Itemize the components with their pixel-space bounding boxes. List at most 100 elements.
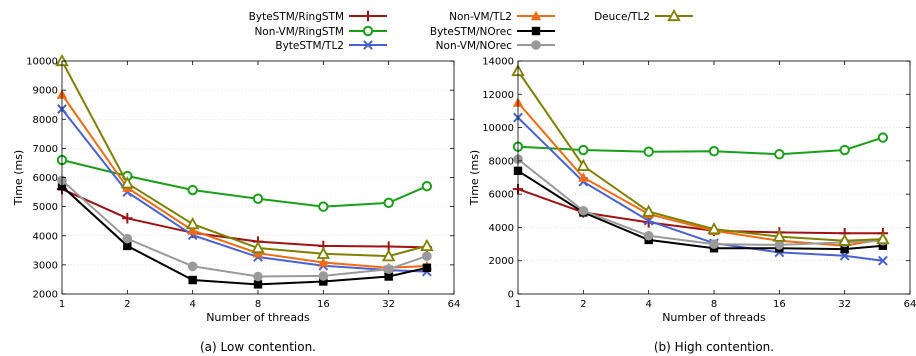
legend-marker bbox=[363, 11, 373, 21]
series-non-vm-norec bbox=[57, 176, 431, 282]
x-tick-label: 16 bbox=[773, 299, 786, 310]
x-tick-label: 64 bbox=[448, 299, 461, 310]
data-point bbox=[254, 195, 262, 203]
y-tick-label: 7000 bbox=[33, 144, 58, 155]
y-tick-label: 0 bbox=[508, 290, 514, 301]
x-tick-label: 32 bbox=[838, 299, 851, 310]
y-tick-label: 6000 bbox=[489, 190, 514, 201]
data-point bbox=[384, 199, 392, 207]
series-line bbox=[62, 160, 427, 207]
series-line bbox=[62, 180, 427, 276]
chart-low-contention: 2000 3000 4000 5000 6000 7000 8000 9000 10000 1 2 4… bbox=[12, 56, 460, 354]
data-point bbox=[422, 251, 432, 261]
y-tick-label: 3000 bbox=[33, 260, 58, 271]
legend-label: ByteSTM/RingSTM bbox=[249, 11, 344, 23]
x-tick-label: 1 bbox=[59, 299, 65, 310]
plot-frame bbox=[518, 61, 910, 294]
series-bytestm-norec bbox=[58, 182, 431, 289]
y-axis-label: Time (ms) bbox=[468, 150, 481, 206]
y-tick-label: 6000 bbox=[33, 173, 58, 184]
series-deuce-tl2 bbox=[513, 66, 888, 245]
data-point bbox=[422, 241, 432, 250]
y-tick-label: 5000 bbox=[33, 202, 58, 213]
legend-item-deuce-tl2: Deuce/TL2 bbox=[594, 11, 693, 23]
x-tick-label: 4 bbox=[645, 299, 651, 310]
x-axis-label: Number of threads bbox=[662, 311, 766, 324]
data-point bbox=[188, 276, 196, 284]
legend-item-bytestm-tl2: ByteSTM/TL2 bbox=[275, 40, 387, 52]
data-point bbox=[188, 262, 198, 272]
data-point bbox=[253, 272, 263, 282]
series-deuce-tl2 bbox=[57, 56, 432, 261]
chart-high-contention: 0 2000 4000 6000 8000 10000 12000 14000 1 2 4 8 16 32… bbox=[468, 57, 916, 355]
x-tick-label: 32 bbox=[382, 299, 395, 310]
data-point bbox=[710, 147, 718, 155]
x-tick-label: 2 bbox=[124, 299, 130, 310]
x-tick-label: 8 bbox=[711, 299, 717, 310]
data-point bbox=[423, 264, 431, 272]
data-point bbox=[319, 202, 327, 210]
legend-marker bbox=[531, 40, 541, 50]
y-tick-label: 10000 bbox=[482, 123, 514, 134]
series-non-vm-tl2 bbox=[57, 89, 432, 272]
series-line bbox=[518, 103, 883, 246]
x-tick-label: 1 bbox=[515, 299, 521, 310]
legend-label: Deuce/TL2 bbox=[594, 11, 650, 23]
legend-item-non-vm-tl2: Non-VM/TL2 bbox=[449, 11, 555, 23]
y-tick-label: 9000 bbox=[33, 86, 58, 97]
data-point bbox=[644, 231, 654, 241]
series-layer bbox=[57, 56, 432, 289]
data-point bbox=[319, 271, 329, 281]
x-tick-label: 2 bbox=[580, 299, 586, 310]
legend-label: ByteSTM/TL2 bbox=[275, 40, 344, 52]
data-point bbox=[423, 182, 431, 190]
legend-label: Non-VM/RingSTM bbox=[254, 26, 344, 38]
legend-item-non-vm-ringstm: Non-VM/RingSTM bbox=[254, 26, 387, 38]
y-tick-label: 4000 bbox=[33, 231, 58, 242]
y-tick-label: 14000 bbox=[482, 57, 514, 68]
x-tick-label: 64 bbox=[904, 299, 916, 310]
data-point bbox=[384, 264, 394, 274]
data-point bbox=[122, 213, 132, 223]
legend-label: ByteSTM/NOrec bbox=[430, 26, 512, 38]
legend-label: Non-VM/NOrec bbox=[436, 40, 513, 52]
data-point bbox=[879, 133, 887, 141]
data-point bbox=[579, 146, 587, 154]
series-line bbox=[518, 171, 883, 249]
x-axis-label: Number of threads bbox=[206, 311, 310, 324]
data-point bbox=[709, 239, 719, 249]
subfigure-caption: (b) High contention. bbox=[654, 340, 774, 354]
grid-lines bbox=[518, 61, 910, 294]
series-line bbox=[518, 71, 883, 241]
y-axis-label: Time (ms) bbox=[12, 150, 25, 206]
series-non-vm-ringstm bbox=[58, 156, 431, 211]
y-tick-label: 12000 bbox=[482, 90, 514, 101]
legend: ByteSTM/RingSTM Non-VM/RingSTM ByteSTM/TL2… bbox=[249, 11, 693, 52]
y-tick-label: 8000 bbox=[489, 156, 514, 167]
x-tick-label: 16 bbox=[317, 299, 330, 310]
series-non-vm-tl2 bbox=[513, 97, 888, 250]
data-point bbox=[187, 219, 197, 228]
legend-item-bytestm-norec: ByteSTM/NOrec bbox=[430, 26, 555, 38]
subfigure-caption: (a) Low contention. bbox=[200, 340, 316, 354]
y-tick-label: 8000 bbox=[33, 115, 58, 126]
series-bytestm-ringstm bbox=[513, 184, 888, 239]
legend-item-bytestm-ringstm: ByteSTM/RingSTM bbox=[249, 11, 387, 23]
legend-marker bbox=[532, 27, 540, 35]
data-point bbox=[188, 186, 196, 194]
x-tick-label: 4 bbox=[189, 299, 195, 310]
data-point bbox=[840, 146, 848, 154]
y-tick-label: 4000 bbox=[489, 223, 514, 234]
y-tick-label: 10000 bbox=[26, 57, 58, 68]
data-point bbox=[254, 280, 262, 288]
legend-label: Non-VM/TL2 bbox=[449, 11, 512, 23]
data-point bbox=[579, 206, 589, 216]
legend-item-non-vm-norec: Non-VM/NOrec bbox=[436, 40, 555, 52]
data-point bbox=[123, 234, 133, 244]
series-layer bbox=[513, 66, 888, 265]
data-point bbox=[775, 150, 783, 158]
x-tick-label: 8 bbox=[255, 299, 261, 310]
y-tick-label: 2000 bbox=[489, 256, 514, 267]
y-tick-label: 2000 bbox=[33, 290, 58, 301]
